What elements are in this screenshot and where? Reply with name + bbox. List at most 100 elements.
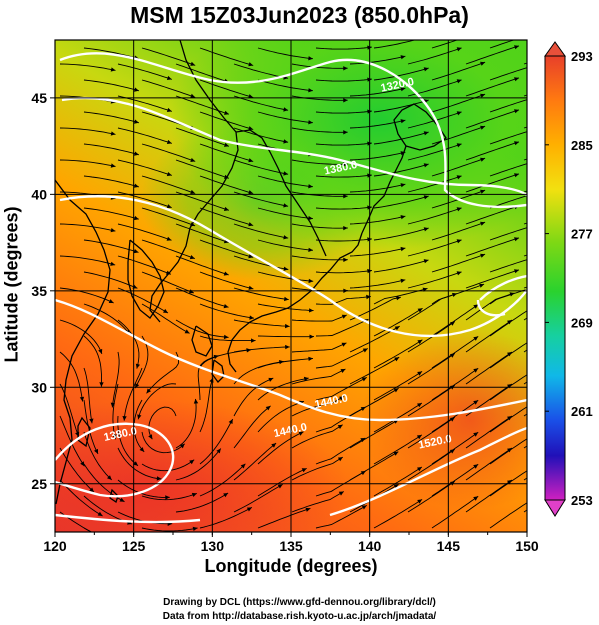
streamline-arrowhead [532, 465, 537, 469]
streamline [465, 141, 520, 161]
streamline [315, 206, 372, 210]
streamline-arrowhead [184, 329, 190, 334]
streamline [175, 255, 229, 276]
streamline [141, 527, 198, 532]
streamline-arrowhead [248, 158, 254, 163]
streamline-arrowhead [592, 502, 597, 506]
streamline-arrowhead [248, 94, 254, 99]
streamline [407, 416, 456, 449]
streamline [349, 87, 406, 97]
y-tick-label: 40 [31, 186, 47, 202]
streamline [315, 46, 372, 50]
streamline [465, 351, 513, 385]
streamline-arrowhead [393, 388, 399, 393]
streamline [407, 239, 462, 257]
streamline-arrowhead [514, 141, 519, 146]
streamline [315, 437, 366, 465]
streamline-arrowhead [133, 215, 139, 221]
streamline-arrowhead [450, 321, 455, 326]
streamline [291, 223, 348, 229]
streamline [199, 418, 234, 465]
streamline-arrowhead [343, 257, 348, 262]
streamline-arrowhead [248, 190, 254, 195]
x-tick-label: 125 [122, 538, 146, 554]
streamline [83, 303, 131, 335]
streamline-arrowhead [108, 299, 114, 303]
streamline-arrowhead [567, 355, 572, 359]
streamline-arrowhead [165, 495, 170, 500]
streamline [199, 303, 255, 319]
streamline-arrowhead [309, 308, 314, 313]
streamline [175, 191, 230, 211]
credit-drawing: Drawing by DCL (https://www.gfd-dennou.o… [163, 597, 436, 608]
streamline [199, 271, 254, 290]
streamline-arrowhead [360, 406, 366, 411]
streamline-arrowhead [567, 451, 572, 455]
streamline [373, 163, 429, 177]
streamline-arrowhead [271, 443, 277, 448]
streamline-arrowhead [480, 157, 486, 162]
streamline-arrowhead [112, 434, 117, 440]
streamline [175, 448, 222, 481]
streamline-arrowhead [507, 384, 512, 389]
geopotential-contours [55, 52, 527, 524]
streamline-arrowhead [400, 119, 406, 124]
streamline-arrowhead [480, 189, 486, 194]
streamline [489, 67, 527, 81]
streamline-arrowhead [213, 354, 219, 360]
streamline [465, 45, 520, 65]
streamline-arrowhead [146, 388, 151, 394]
streamline-arrowhead [224, 142, 229, 147]
streamline [373, 40, 417, 49]
streamline-arrowhead [283, 235, 289, 240]
colorbar-label: 285 [571, 138, 593, 153]
streamline-arrowhead [240, 463, 246, 469]
streamline [83, 367, 93, 424]
streamline-arrowhead [224, 110, 229, 115]
streamline-arrowhead [532, 337, 537, 341]
streamline-arrowhead [574, 81, 579, 85]
streamline-arrowhead [246, 507, 252, 512]
streamline [291, 456, 344, 481]
streamline-arrowhead [417, 403, 422, 408]
streamline-arrowhead [166, 172, 172, 177]
streamline-arrowhead [216, 448, 221, 454]
streamline-arrowhead [301, 468, 307, 473]
streamline [117, 287, 169, 314]
streamline-arrowhead [456, 239, 462, 244]
grid [54, 40, 528, 532]
streamline-arrowhead [337, 424, 343, 429]
streamline [257, 175, 313, 188]
streamline-arrowhead [473, 464, 479, 469]
streamline [199, 463, 246, 497]
streamline-arrowhead [480, 253, 486, 258]
streamline-arrowhead [97, 511, 103, 516]
x-tick-label: 130 [201, 538, 225, 554]
streamline-arrowhead [452, 292, 457, 297]
streamline-arrowhead [248, 222, 254, 227]
streamline [83, 399, 99, 455]
streamline-arrowhead [190, 157, 196, 162]
streamline-arrowhead [248, 285, 254, 290]
streamline [59, 351, 84, 402]
streamline [315, 377, 368, 401]
streamline-arrowhead [423, 195, 429, 200]
streamline-arrowhead [166, 139, 172, 144]
streamline-arrowhead [538, 254, 543, 258]
streamline [349, 419, 399, 449]
streamline-arrowhead [110, 131, 116, 136]
streamline [465, 479, 513, 513]
streamline [199, 349, 252, 369]
streamline [291, 424, 343, 449]
streamline-arrowhead [308, 216, 313, 221]
streamline-arrowhead [135, 363, 140, 369]
streamline-arrowhead [134, 87, 139, 92]
streamline [373, 402, 423, 433]
streamline [465, 109, 520, 129]
streamline [373, 259, 429, 273]
streamline [233, 159, 289, 175]
streamline-arrowhead [449, 417, 455, 422]
streamline [59, 479, 103, 517]
streamline [407, 480, 456, 513]
